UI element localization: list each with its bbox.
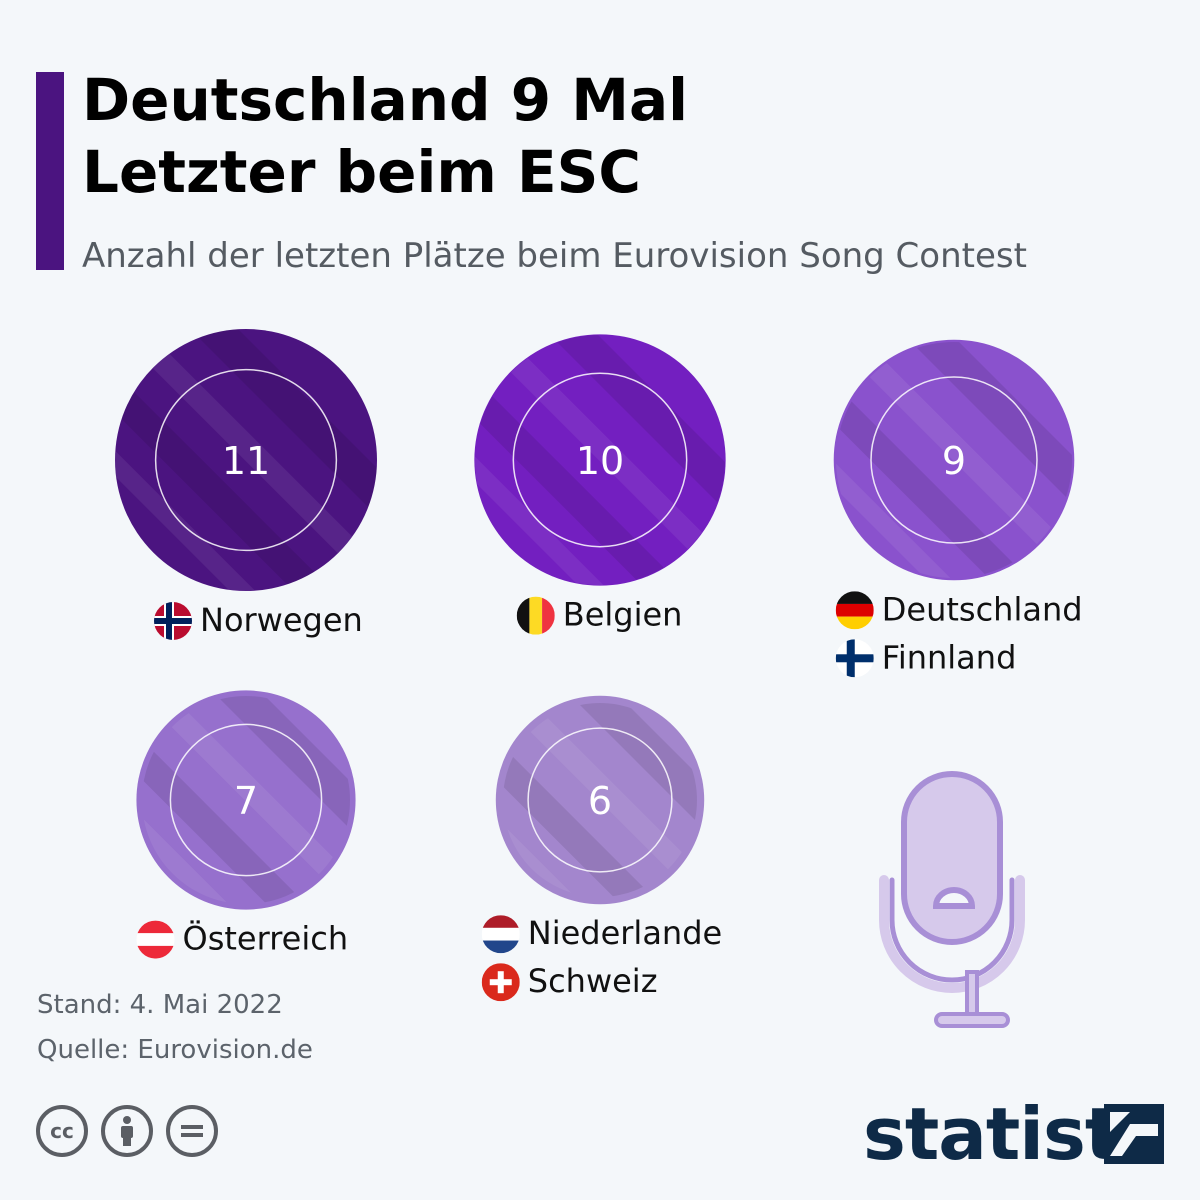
bubble-value-1: 10 <box>576 439 624 483</box>
bubble-group-0: 11 Norwegen <box>17 243 463 689</box>
belgium-flag-icon <box>517 597 555 635</box>
microphone-icon <box>866 768 1086 1038</box>
cc-icon[interactable]: cc <box>36 1105 88 1157</box>
country-label: Schweiz <box>528 962 658 1000</box>
bubble-value-2: 9 <box>942 439 966 483</box>
country-label: Norwegen <box>200 601 363 639</box>
country-label: Belgien <box>563 596 683 634</box>
nd-icon[interactable] <box>166 1105 218 1157</box>
license-icons: cc <box>36 1105 218 1157</box>
bubble-group-4: 6 Niederlande Schweiz <box>371 583 817 1029</box>
by-icon[interactable] <box>101 1105 153 1157</box>
stand-date: Stand: 4. Mai 2022 <box>37 990 283 1020</box>
norway-flag-icon <box>154 602 192 640</box>
bubble-group-1: 10 Belgien <box>371 243 817 689</box>
statista-logo-icon <box>1104 1104 1164 1164</box>
germany-flag-icon <box>836 591 874 629</box>
country-label: Österreich <box>183 920 349 958</box>
bubble-value-3: 7 <box>234 779 258 823</box>
country-label: Finnland <box>882 638 1017 676</box>
switzerland-flag-icon <box>482 963 520 1001</box>
bubble-group-3: 7 Österreich <box>17 583 463 1029</box>
bubble-group-2: 9 Deutschland Finnland <box>725 243 1171 689</box>
finland-flag-icon <box>836 639 874 677</box>
country-label: Niederlande <box>528 914 722 952</box>
netherlands-flag-icon <box>482 915 520 953</box>
country-label: Deutschland <box>882 590 1083 628</box>
source-note: Quelle: Eurovision.de <box>37 1035 313 1065</box>
bubble-value-0: 11 <box>222 439 270 483</box>
bubble-value-4: 6 <box>588 779 612 823</box>
austria-flag-icon <box>137 921 175 959</box>
